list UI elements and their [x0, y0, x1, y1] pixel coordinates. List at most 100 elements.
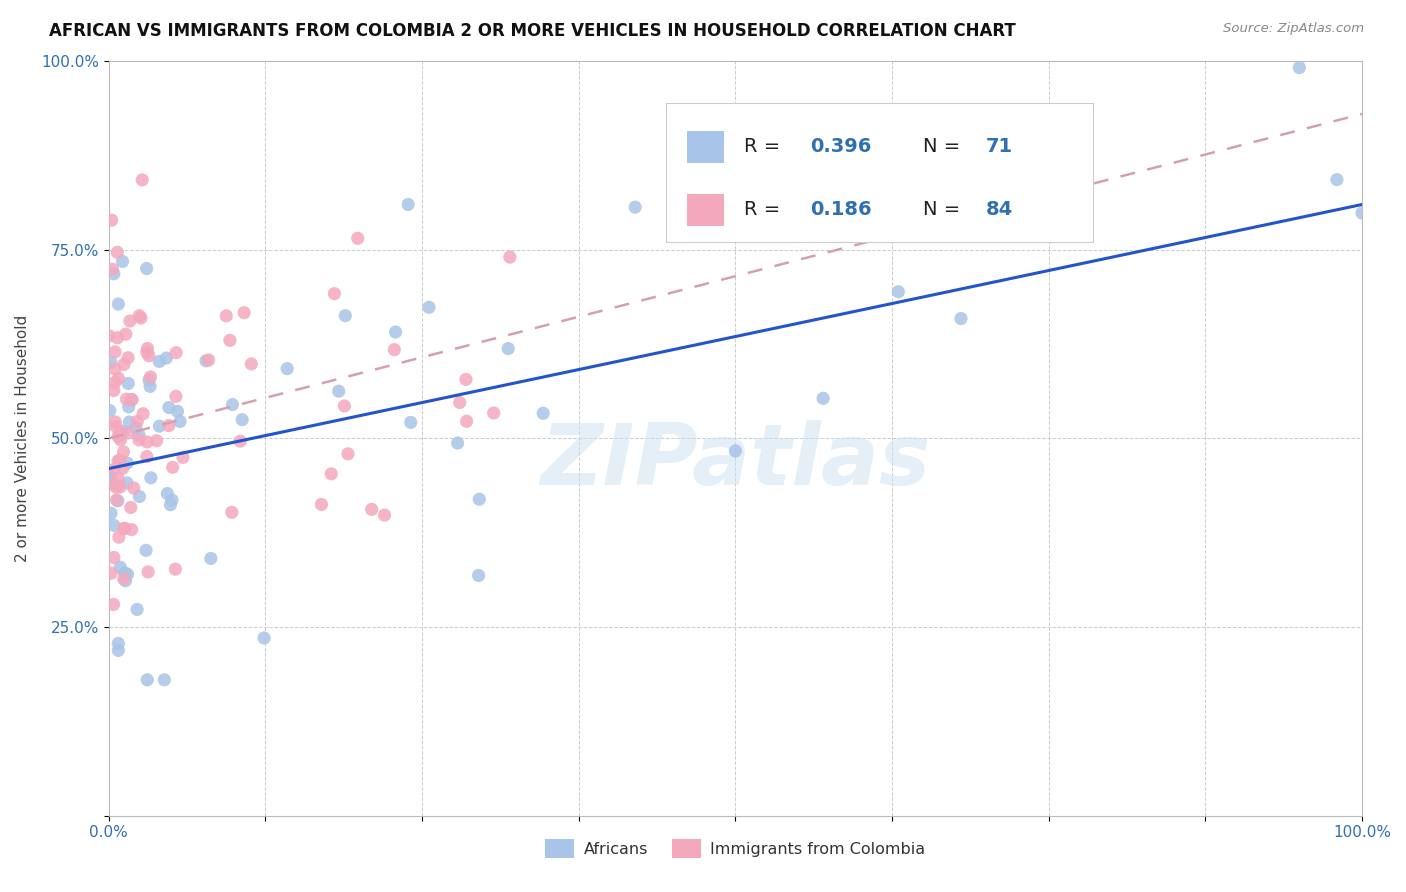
FancyBboxPatch shape: [666, 103, 1092, 243]
Point: [231, 412, 253, 426]
Point: [103, 384, 125, 398]
Point: [118, 400, 141, 414]
Text: 0.186: 0.186: [811, 200, 872, 219]
Point: [333, 399, 356, 413]
Point: [111, 461, 134, 475]
Point: [103, 550, 125, 565]
Point: [107, 429, 129, 443]
Point: [499, 250, 522, 264]
Point: [118, 314, 141, 328]
Point: [197, 353, 219, 368]
Point: [624, 200, 647, 214]
Text: R =: R =: [744, 200, 787, 219]
Point: [115, 475, 138, 490]
Point: [145, 434, 167, 448]
Point: [323, 286, 346, 301]
Point: [97, 329, 120, 343]
Point: [446, 436, 468, 450]
Text: R =: R =: [744, 136, 787, 156]
Point: [110, 426, 132, 441]
Point: [120, 500, 142, 515]
Point: [100, 213, 122, 227]
Point: [103, 518, 125, 533]
Text: 0.396: 0.396: [811, 136, 872, 156]
Point: [169, 414, 191, 428]
Point: [384, 325, 406, 339]
Point: [107, 643, 129, 657]
Point: [139, 379, 162, 393]
Point: [139, 471, 162, 485]
Point: [229, 434, 252, 449]
Point: [221, 398, 243, 412]
Point: [148, 354, 170, 368]
Point: [195, 353, 218, 368]
Point: [104, 362, 127, 376]
Point: [127, 415, 149, 429]
Point: [468, 492, 491, 507]
Point: [107, 371, 129, 385]
Point: [107, 493, 129, 508]
Point: [418, 300, 440, 314]
Point: [125, 602, 148, 616]
Point: [105, 245, 128, 260]
Point: [114, 327, 136, 342]
Point: [128, 428, 150, 442]
Point: [148, 419, 170, 434]
Point: [114, 521, 136, 535]
Point: [107, 454, 129, 468]
Point: [335, 309, 357, 323]
Point: [360, 502, 382, 516]
FancyBboxPatch shape: [686, 194, 724, 226]
Point: [200, 551, 222, 566]
Point: [112, 358, 135, 372]
Point: [328, 384, 350, 399]
Point: [107, 471, 129, 485]
Point: [112, 445, 135, 459]
Point: [128, 490, 150, 504]
Point: [449, 395, 471, 409]
Point: [321, 467, 343, 481]
Point: [111, 425, 134, 439]
Point: [117, 425, 139, 440]
Point: [104, 376, 127, 390]
Point: [103, 598, 125, 612]
Point: [135, 345, 157, 359]
Point: [112, 522, 135, 536]
Point: [454, 372, 477, 386]
Point: [107, 297, 129, 311]
Y-axis label: 2 or more Vehicles in Household: 2 or more Vehicles in Household: [15, 315, 30, 562]
Point: [373, 508, 395, 522]
Point: [382, 343, 405, 357]
Point: [125, 420, 148, 434]
Text: AFRICAN VS IMMIGRANTS FROM COLOMBIA 2 OR MORE VEHICLES IN HOUSEHOLD CORRELATION : AFRICAN VS IMMIGRANTS FROM COLOMBIA 2 OR…: [49, 22, 1017, 40]
Point: [166, 404, 188, 418]
Point: [160, 493, 183, 508]
Point: [107, 636, 129, 650]
Point: [98, 469, 121, 483]
Point: [157, 401, 180, 415]
Point: [135, 261, 157, 276]
Point: [100, 506, 122, 520]
Point: [276, 361, 298, 376]
Point: [129, 310, 152, 325]
Point: [396, 197, 419, 211]
Point: [128, 309, 150, 323]
Text: 71: 71: [986, 136, 1014, 156]
Point: [110, 560, 132, 574]
Point: [98, 403, 121, 417]
Point: [531, 406, 554, 420]
Point: [107, 331, 129, 345]
Point: [103, 462, 125, 476]
Point: [132, 407, 155, 421]
Point: [108, 530, 131, 544]
Point: [215, 309, 238, 323]
Point: [104, 415, 127, 429]
Point: [136, 565, 159, 579]
Point: [117, 456, 139, 470]
Point: [117, 376, 139, 391]
Point: [221, 505, 243, 519]
Point: [128, 433, 150, 447]
Point: [1012, 152, 1035, 166]
Point: [165, 345, 187, 359]
Text: N =: N =: [924, 136, 967, 156]
